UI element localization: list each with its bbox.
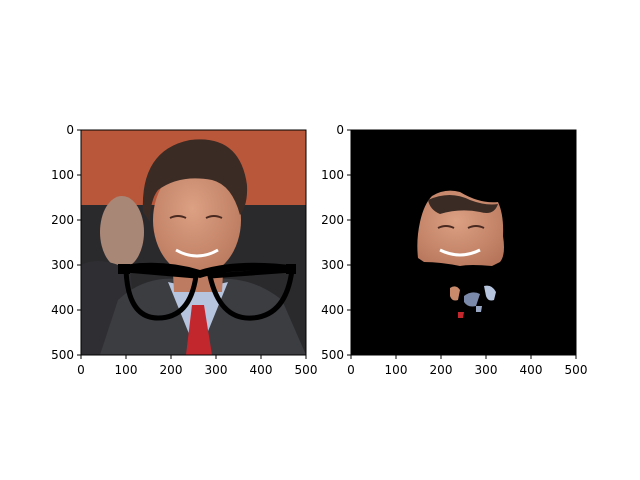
left-image-panel — [81, 130, 306, 355]
right-ytick-label: 100 — [321, 168, 344, 182]
right-ytick-label: 500 — [321, 348, 344, 362]
left-ytick-label: 200 — [51, 213, 74, 227]
left-xtick-label: 100 — [115, 363, 138, 377]
hair — [142, 139, 248, 222]
left-xtick-label: 200 — [160, 363, 183, 377]
face — [153, 164, 241, 276]
glasses-overlay — [118, 262, 296, 321]
left-ytick-label: 400 — [51, 303, 74, 317]
left-ytick-label: 0 — [66, 123, 74, 137]
right-xtick-label: 100 — [385, 363, 408, 377]
tie — [186, 305, 212, 355]
segmented-fragments — [450, 285, 496, 318]
right-ytick-label: 0 — [336, 123, 344, 137]
background-person-head — [100, 196, 144, 268]
left-ytick-label: 100 — [51, 168, 74, 182]
right-xtick-label: 300 — [475, 363, 498, 377]
right-image-panel — [351, 130, 576, 355]
segmented-hair — [428, 195, 498, 214]
right-xtick-label: 0 — [347, 363, 355, 377]
right-ytick-label: 200 — [321, 213, 344, 227]
right-ytick-label: 300 — [321, 258, 344, 272]
left-xtick-label: 500 — [295, 363, 318, 377]
left-xtick-label: 300 — [205, 363, 228, 377]
left-axes-frame — [80, 129, 307, 356]
left-ytick-label: 300 — [51, 258, 74, 272]
left-xtick-label: 0 — [77, 363, 85, 377]
right-axes-frame — [350, 129, 577, 356]
right-xtick-label: 500 — [565, 363, 588, 377]
right-xtick-label: 400 — [520, 363, 543, 377]
right-xtick-label: 200 — [430, 363, 453, 377]
right-ytick-label: 400 — [321, 303, 344, 317]
left-xtick-label: 400 — [250, 363, 273, 377]
left-ytick-label: 500 — [51, 348, 74, 362]
